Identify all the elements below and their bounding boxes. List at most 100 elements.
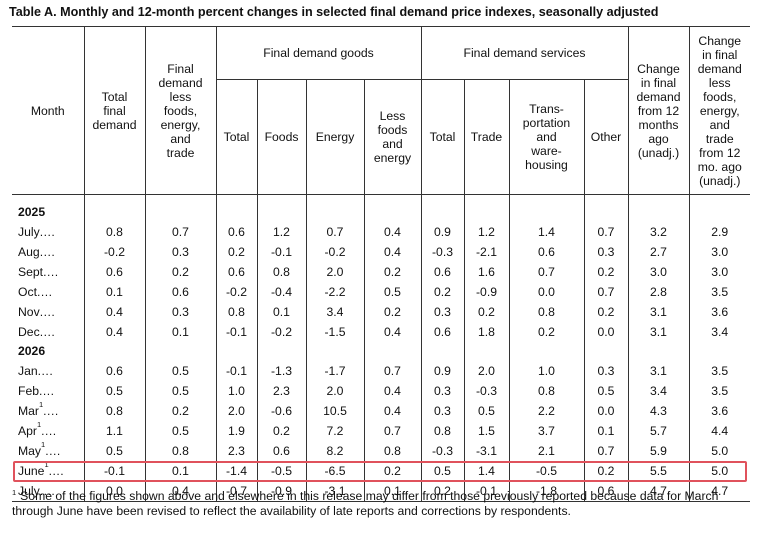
header-line: and xyxy=(709,117,730,132)
month-dots: .... xyxy=(39,384,55,398)
table-row: July.... 0.0 0.4 -0.7 -0.9 -3.1 0.1 0.2 -0.1 -1.8… xyxy=(12,481,750,502)
value-cell: -0.1 xyxy=(256,242,306,262)
value-cell: 0.7 xyxy=(583,282,628,302)
value-cell: -0.5 xyxy=(508,461,584,481)
value-cell: 3.1 xyxy=(627,361,689,381)
value-cell: -0.9 xyxy=(256,481,306,502)
value-cell: 0.5 xyxy=(463,401,509,421)
header-line: demand xyxy=(636,89,681,104)
value-cell: 1.0 xyxy=(215,381,257,401)
value-cell: 1.4 xyxy=(463,461,509,481)
value-cell: 3.2 xyxy=(627,222,689,242)
value-cell: -0.7 xyxy=(215,481,257,502)
value-cell: 3.6 xyxy=(688,401,750,421)
table-row: Sept.... 0.6 0.2 0.6 0.8 2.0 0.2 0.6 1.6 0.7 0.2 3.… xyxy=(12,262,750,282)
header-line: in final xyxy=(702,47,738,62)
value-cell: -0.3 xyxy=(420,242,464,262)
month-cell: Jan.... xyxy=(12,361,84,381)
value-cell: 0.4 xyxy=(363,401,421,421)
value-cell: 0.9 xyxy=(420,361,464,381)
empty-cell xyxy=(420,203,464,222)
value-cell: -0.9 xyxy=(463,282,509,302)
value-cell: 0.2 xyxy=(256,421,306,441)
value-cell: 0.3 xyxy=(583,242,628,262)
empty-cell xyxy=(83,342,145,361)
value-cell: 0.0 xyxy=(508,282,584,302)
value-cell: 2.3 xyxy=(256,381,306,401)
value-cell: 0.2 xyxy=(215,242,257,262)
header-line: and xyxy=(382,137,403,151)
header-line: trade xyxy=(166,145,195,160)
value-cell: -0.5 xyxy=(256,461,306,481)
value-cell: 0.2 xyxy=(583,302,628,322)
value-cell: 3.0 xyxy=(627,262,689,282)
value-cell: 0.5 xyxy=(144,381,216,401)
value-cell: 3.4 xyxy=(305,302,364,322)
header-goods-total: Total xyxy=(215,79,257,195)
header-line: (unadj.) xyxy=(637,145,680,160)
value-cell: -0.2 xyxy=(256,322,306,342)
value-cell: -0.2 xyxy=(215,282,257,302)
empty-cell xyxy=(215,342,257,361)
value-cell: 3.1 xyxy=(627,302,689,322)
value-cell: 1.0 xyxy=(508,361,584,381)
value-cell: 2.7 xyxy=(627,242,689,262)
value-cell: 0.5 xyxy=(583,381,628,401)
month-name: June xyxy=(18,464,45,478)
value-cell: 0.1 xyxy=(256,302,306,322)
value-cell: -3.1 xyxy=(463,441,509,461)
value-cell: 0.5 xyxy=(420,461,464,481)
value-cell: 1.6 xyxy=(463,262,509,282)
value-cell: 0.6 xyxy=(256,441,306,461)
month-name: Apr xyxy=(18,424,37,438)
value-cell: 2.9 xyxy=(688,222,750,242)
value-cell: 0.5 xyxy=(83,381,145,401)
empty-cell xyxy=(688,194,750,203)
header-total-final-demand: Total final demand xyxy=(83,26,145,195)
empty-cell xyxy=(12,195,84,204)
value-cell: 0.8 xyxy=(256,262,306,282)
value-cell: 0.0 xyxy=(583,401,628,421)
value-cell: 0.6 xyxy=(508,242,584,262)
value-cell: 0.6 xyxy=(215,262,257,282)
value-cell: -0.2 xyxy=(83,242,145,262)
value-cell: 2.0 xyxy=(305,262,364,282)
month-name: July xyxy=(18,225,40,239)
month-dots: .... xyxy=(41,424,57,438)
value-cell: 0.1 xyxy=(363,481,421,502)
value-cell: 0.3 xyxy=(144,302,216,322)
header-line: in final xyxy=(640,75,677,90)
header-goods-group: Final demand goods xyxy=(215,26,421,80)
month-dots: .... xyxy=(45,444,61,458)
empty-cell xyxy=(215,203,257,222)
month-name: July xyxy=(18,484,40,498)
empty-cell xyxy=(256,194,306,203)
value-cell: 0.2 xyxy=(363,262,421,282)
empty-cell xyxy=(305,194,364,203)
value-cell: -0.1 xyxy=(83,461,145,481)
header-line: and xyxy=(536,130,557,144)
month-cell: Mar1.... xyxy=(12,401,84,421)
value-cell: 0.1 xyxy=(144,322,216,342)
value-cell: 4.7 xyxy=(627,481,689,502)
value-cell: 3.4 xyxy=(688,322,750,342)
empty-cell xyxy=(463,194,509,203)
value-cell: 3.1 xyxy=(627,322,689,342)
value-cell: 3.6 xyxy=(688,302,750,322)
month-name: Jan xyxy=(18,364,38,378)
value-cell: -0.1 xyxy=(463,481,509,502)
table-title: Table A. Monthly and 12-month percent ch… xyxy=(9,5,659,19)
month-name: May xyxy=(18,444,42,458)
month-cell: July.... xyxy=(12,481,84,502)
value-cell: 5.7 xyxy=(627,421,689,441)
empty-cell xyxy=(627,342,689,361)
empty-cell xyxy=(305,203,364,222)
value-cell: 8.2 xyxy=(305,441,364,461)
month-name: Aug xyxy=(18,245,40,259)
value-cell: 0.4 xyxy=(363,322,421,342)
table-body: 2025 July.... 0.8 0.7 0.6 1.2 0.7 0.4 0.9 1.2 1.4 0… xyxy=(12,194,750,502)
header-change-12-months-less: Change in final demand less foods, energy, and… xyxy=(688,26,750,195)
header-line: Change xyxy=(698,33,742,48)
header-line: energy, xyxy=(160,117,201,132)
value-cell: 3.7 xyxy=(508,421,584,441)
